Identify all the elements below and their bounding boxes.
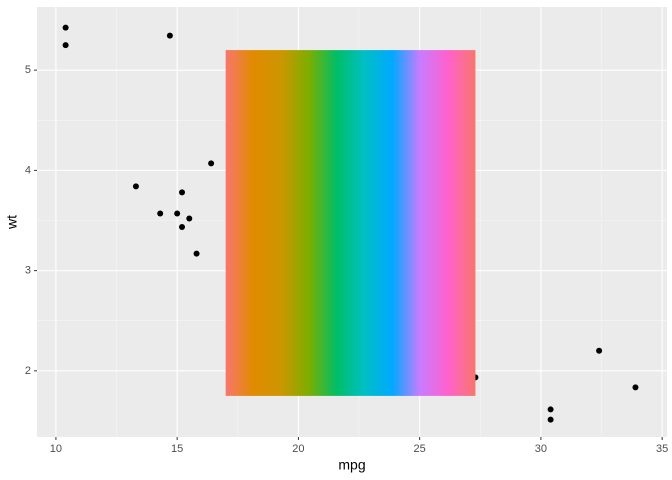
- x-tick-label: 15: [171, 443, 183, 455]
- x-tick-label: 10: [50, 443, 62, 455]
- point: [174, 210, 181, 217]
- point: [179, 189, 186, 196]
- point: [193, 250, 200, 257]
- x-tick-label: 20: [292, 443, 304, 455]
- point: [132, 183, 139, 190]
- point: [157, 210, 164, 217]
- point: [179, 224, 186, 231]
- y-tick-label: 4: [25, 164, 31, 176]
- y-tick-label: 2: [25, 365, 31, 377]
- y-axis-title: wt: [4, 215, 20, 230]
- x-tick-label: 30: [535, 443, 547, 455]
- raster: [225, 50, 476, 396]
- point: [62, 42, 69, 49]
- point: [547, 416, 554, 423]
- point: [547, 406, 554, 413]
- point: [186, 215, 193, 222]
- x-axis-title: mpg: [338, 457, 365, 473]
- point: [62, 24, 69, 31]
- x-tick-label: 35: [656, 443, 668, 455]
- y-tick-label: 5: [25, 64, 31, 76]
- point: [166, 32, 173, 39]
- point: [632, 384, 639, 391]
- y-tick-label: 3: [25, 265, 31, 277]
- point: [208, 160, 215, 167]
- point: [596, 347, 603, 354]
- x-tick-label: 25: [414, 443, 426, 455]
